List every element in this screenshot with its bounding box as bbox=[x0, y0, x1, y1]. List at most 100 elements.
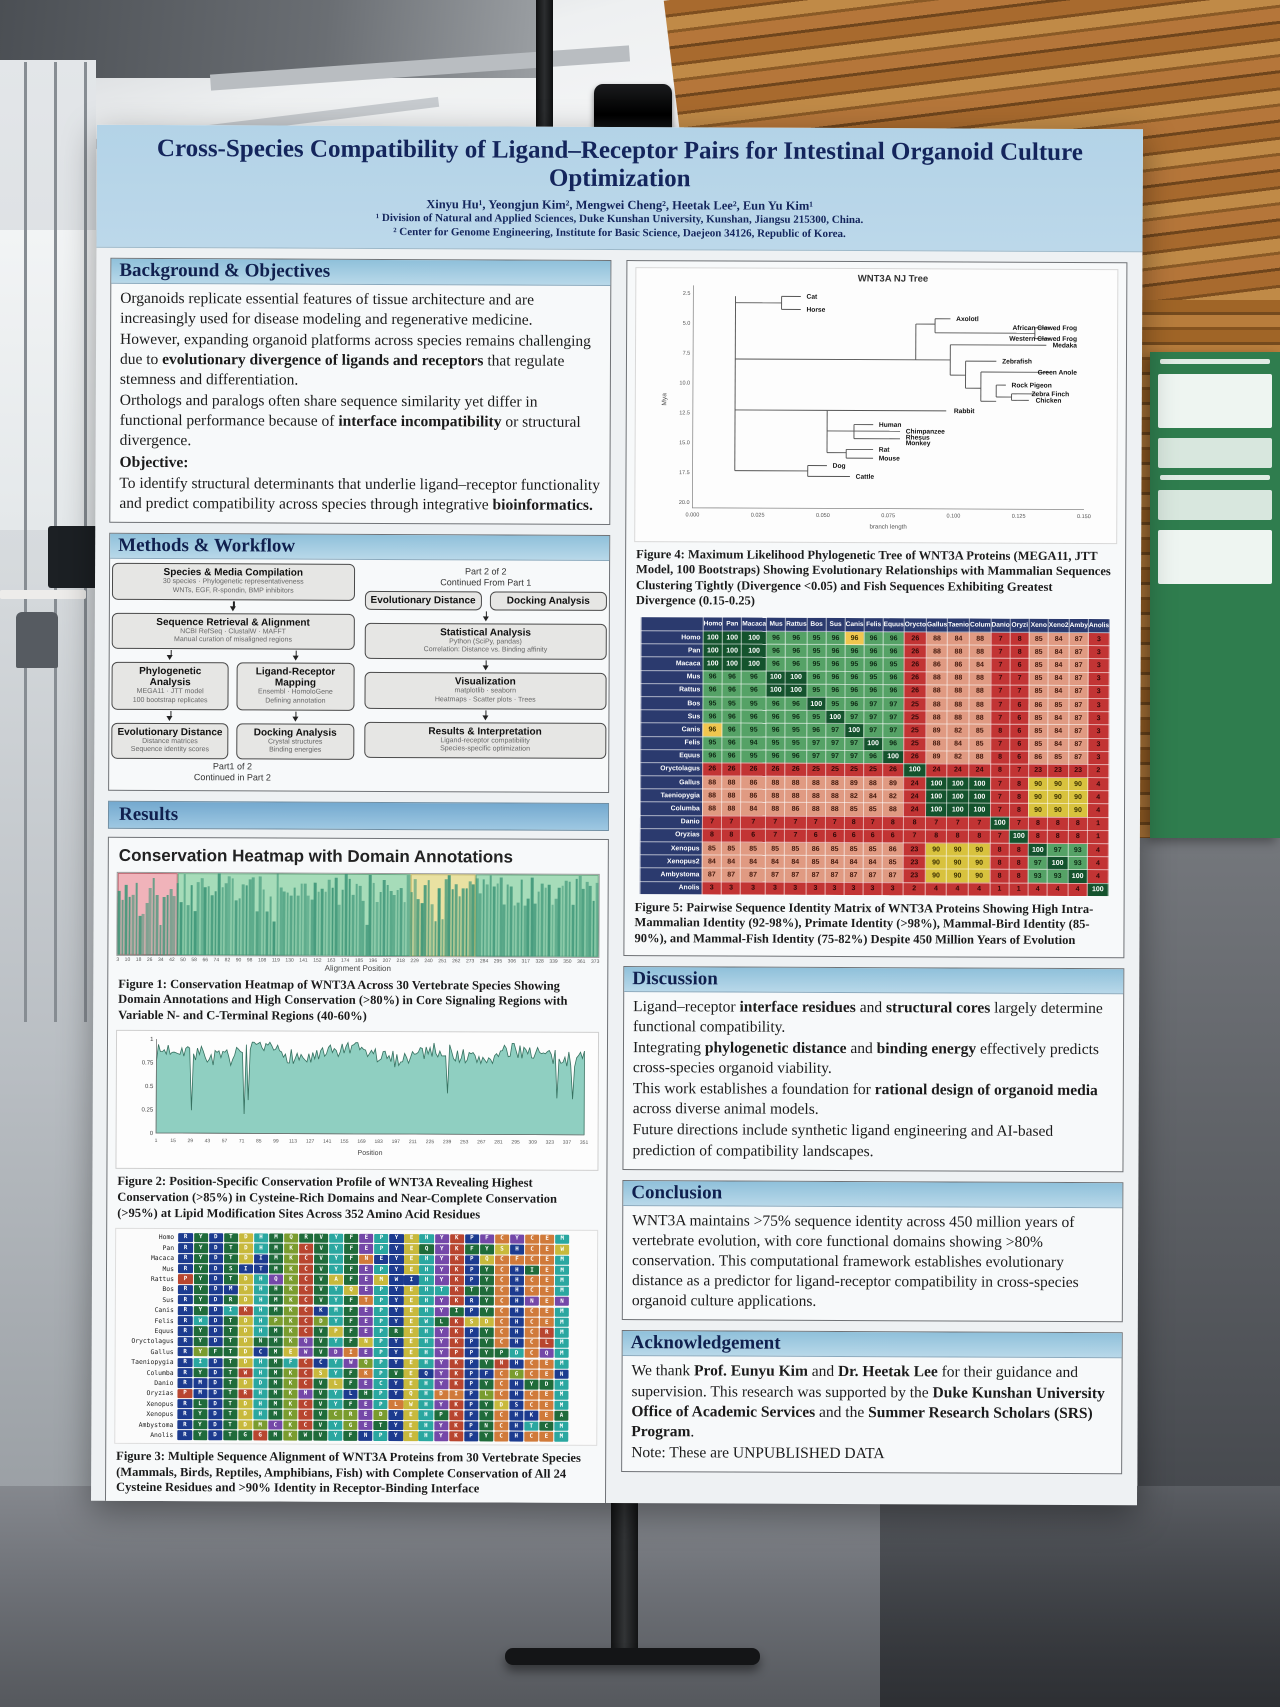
msa-residue-cell: H bbox=[253, 1285, 268, 1295]
poster-title: Cross-Species Compatibility of Ligand–Re… bbox=[156, 134, 1083, 192]
msa-residue-cell: Y bbox=[434, 1244, 449, 1254]
workflow-node-subtext: Species-specific optimization bbox=[440, 745, 530, 753]
section-acknowledgement-body: We thank Prof. Eunyu Kim and Dr. Heetak … bbox=[622, 1356, 1121, 1473]
msa-residue-cell: P bbox=[178, 1274, 193, 1284]
tree-taxon-label: Mouse bbox=[879, 455, 900, 462]
msa-residue-cell: D bbox=[208, 1305, 223, 1316]
msa-residue-cell: H bbox=[419, 1254, 434, 1265]
matrix-cell: 84 bbox=[1047, 724, 1069, 738]
matrix-cell: 84 bbox=[863, 789, 883, 804]
workflow-row: Statistical Analysis Python (SciPy, panda… bbox=[364, 622, 607, 661]
matrix-column-header: Amby bbox=[1069, 618, 1089, 633]
matrix-cell: 7 bbox=[784, 815, 807, 830]
tree-x-tick-label: 0.150 bbox=[1077, 514, 1091, 520]
x-tick-label: 127 bbox=[306, 1139, 315, 1145]
msa-residue-cell: F bbox=[479, 1369, 494, 1379]
msa-residue-cell: P bbox=[373, 1327, 389, 1337]
poster-header: Cross-Species Compatibility of Ligand–Re… bbox=[96, 124, 1143, 252]
matrix-cell: 4 bbox=[1087, 803, 1109, 818]
conservation-bar bbox=[138, 916, 142, 955]
conservation-bar bbox=[186, 904, 190, 955]
x-tick-label: 58 bbox=[191, 956, 197, 963]
matrix-cell: 26 bbox=[904, 631, 927, 646]
msa-residue-cell: C bbox=[525, 1234, 540, 1244]
matrix-cell: 96 bbox=[722, 736, 742, 750]
matrix-cell: 7 bbox=[990, 803, 1010, 817]
msa-residue-cell: C bbox=[524, 1244, 540, 1255]
tree-y-tick-label: 17.5 bbox=[679, 470, 690, 476]
x-tick-label: 57 bbox=[222, 1139, 228, 1145]
msa-residue-cell: T bbox=[464, 1286, 479, 1296]
msa-residue-cell: T bbox=[223, 1357, 238, 1368]
part2-sublabel: Continued From Part 1 bbox=[440, 577, 532, 588]
paragraph: However, expanding organoid platforms ac… bbox=[119, 330, 591, 389]
matrix-cell: 85 bbox=[1029, 632, 1049, 646]
matrix-cell: 96 bbox=[864, 631, 884, 645]
msa-residue-cell: E bbox=[539, 1276, 555, 1286]
x-tick-label: 295 bbox=[511, 1140, 520, 1146]
msa-residue-cell: H bbox=[419, 1296, 434, 1306]
msa-residue-cell: D bbox=[207, 1409, 223, 1420]
msa-residue-cell: E bbox=[358, 1348, 374, 1358]
matrix-cell: 3 bbox=[784, 881, 806, 896]
matrix-cell: 1 bbox=[1087, 817, 1109, 831]
matrix-row-header: Danio bbox=[640, 815, 703, 829]
msa-residue-cell: R bbox=[178, 1347, 193, 1357]
matrix-cell: 25 bbox=[844, 763, 864, 777]
tree-y-tick-label: 12.5 bbox=[679, 410, 690, 416]
msa-residue-cell: M bbox=[192, 1388, 208, 1399]
matrix-cell: 100 bbox=[722, 630, 742, 645]
matrix-cell: 8 bbox=[1010, 645, 1030, 659]
matrix-cell: 8 bbox=[1047, 830, 1069, 844]
matrix-cell: 85 bbox=[1029, 671, 1049, 686]
matrix-cell: 8 bbox=[990, 764, 1010, 778]
matrix-cell: 97 bbox=[1028, 856, 1048, 870]
x-tick-label: 99 bbox=[273, 1139, 279, 1145]
matrix-cell: 97 bbox=[863, 723, 883, 738]
msa-residue-cell: H bbox=[419, 1327, 434, 1337]
workflow-node-title: Docking Analysis bbox=[506, 595, 590, 607]
matrix-cell: 86 bbox=[926, 658, 948, 672]
msa-residue-cell: Q bbox=[284, 1233, 299, 1243]
msa-residue-cell: M bbox=[268, 1368, 283, 1378]
y-tick-label: 0.5 bbox=[145, 1084, 154, 1090]
msa-residue-cell: F bbox=[344, 1254, 359, 1264]
msa-residue-cell: Y bbox=[434, 1306, 449, 1317]
matrix-cell: 2 bbox=[903, 882, 926, 896]
msa-residue-cell: V bbox=[313, 1295, 329, 1306]
msa-residue-cell: Y bbox=[479, 1338, 494, 1348]
matrix-cell: 97 bbox=[882, 697, 904, 711]
tree-taxon-label: Human bbox=[879, 421, 902, 428]
figure2-caption: Figure 2: Position-Specific Conservation… bbox=[117, 1174, 557, 1222]
matrix-cell: 84 bbox=[947, 631, 970, 646]
msa-residue-cell: D bbox=[207, 1430, 223, 1440]
matrix-cell: 4 bbox=[946, 882, 969, 896]
x-tick-label: 262 bbox=[452, 957, 461, 964]
matrix-cell: 93 bbox=[1028, 869, 1048, 883]
msa-residue-cell: K bbox=[449, 1286, 464, 1296]
matrix-cell: 88 bbox=[825, 776, 845, 790]
matrix-cell: 85 bbox=[1029, 645, 1049, 659]
msa-residue-cell: M bbox=[554, 1348, 569, 1359]
x-tick-label: 71 bbox=[239, 1139, 245, 1145]
msa-residue-cell: V bbox=[313, 1389, 328, 1399]
msa-species-label: Anolis bbox=[150, 1430, 174, 1439]
matrix-cell: 7 bbox=[990, 737, 1010, 751]
matrix-cell: 26 bbox=[741, 762, 766, 777]
figure5-caption: Figure 5: Pairwise Sequence Identity Mat… bbox=[634, 899, 1094, 948]
x-tick-label: 309 bbox=[529, 1140, 538, 1146]
workflow-node: Results & Interpretation Ligand-receptor … bbox=[363, 721, 607, 759]
msa-species-label: Homo bbox=[158, 1233, 175, 1242]
paragraph: Future directions include synthetic liga… bbox=[632, 1121, 1054, 1160]
msa-residue-cell: C bbox=[494, 1286, 509, 1296]
msa-residue-cell: Y bbox=[389, 1296, 404, 1306]
matrix-cell: 3 bbox=[1088, 672, 1110, 686]
x-tick-label: 18 bbox=[135, 956, 142, 963]
tree-taxon-label: Rat bbox=[879, 446, 891, 453]
msa-residue-cell: E bbox=[539, 1400, 554, 1411]
msa-residue-cell: E bbox=[404, 1306, 419, 1317]
matrix-cell: 84 bbox=[1047, 711, 1069, 725]
msa-residue-cell: D bbox=[238, 1357, 253, 1368]
msa-residue-cell: Y bbox=[389, 1254, 404, 1264]
